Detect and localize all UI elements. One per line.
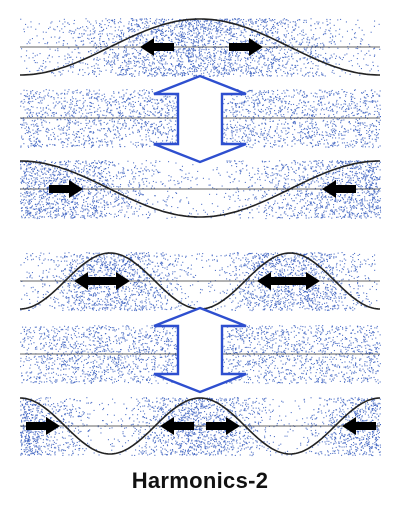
arrow-right-icon [26, 417, 60, 435]
displacement-curve [20, 18, 380, 76]
displacement-curves [19, 18, 381, 455]
particle-band-first-harmonic-compression-center [20, 18, 381, 77]
arrow-left-icon [140, 38, 174, 56]
arrow-right-icon [49, 180, 83, 198]
particle-band-first-harmonic-uniform [20, 89, 381, 149]
arrow-left-icon [74, 272, 108, 290]
double-headed-arrow-icon [153, 306, 247, 394]
arrow-right-icon [286, 272, 320, 290]
displacement-curve [19, 397, 381, 455]
particle-bands [20, 18, 382, 457]
arrow-left-icon [322, 180, 356, 198]
displacement-curve [20, 160, 380, 218]
arrow-left-icon [160, 417, 194, 435]
arrow-left-icon [342, 417, 376, 435]
particle-band-second-harmonic-three-compressions [20, 397, 381, 457]
transition-arrows [153, 74, 247, 394]
particle-band-first-harmonic-compression-ends [20, 160, 382, 220]
arrow-left-icon [257, 272, 291, 290]
motion-arrows [26, 38, 376, 435]
diagram-caption: Harmonics-2 [131, 468, 269, 493]
particle-band-second-harmonic-two-compressions [20, 252, 378, 312]
arrow-right-icon [96, 272, 130, 290]
arrow-right-icon [229, 38, 263, 56]
arrow-right-icon [206, 417, 240, 435]
double-headed-arrow-icon [153, 74, 247, 164]
